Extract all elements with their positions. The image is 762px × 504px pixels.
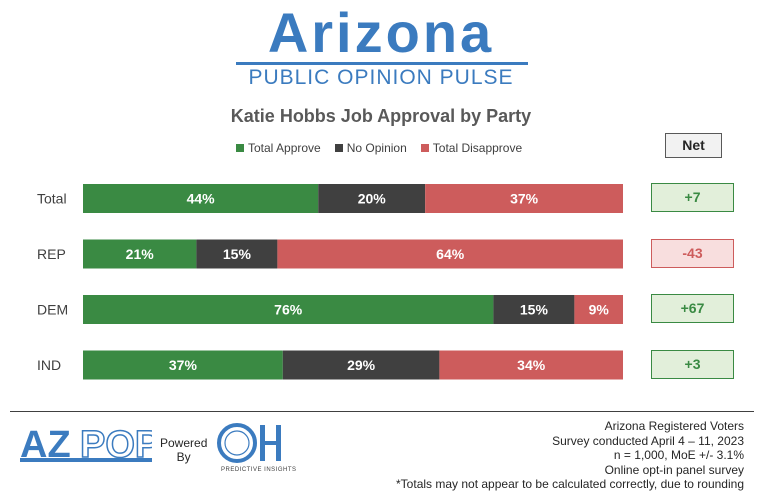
- footer-note-3: n = 1,000, MoE +/- 3.1%: [613, 448, 744, 462]
- chart-title: Katie Hobbs Job Approval by Party: [230, 106, 532, 126]
- data-label: 20%: [358, 191, 387, 207]
- data-label: 64%: [436, 246, 465, 262]
- legend-label-approve: Total Approve: [248, 141, 321, 155]
- data-label: 76%: [274, 302, 303, 318]
- legend-item-disapprove: Total Disapprove: [420, 141, 523, 155]
- legend-swatch-disapprove: [420, 144, 429, 152]
- stacked-bar-chart: Total 44% 20% 37% REP 21% 15% 64% DEM 76% 15% 9% IND…: [37, 184, 623, 380]
- footer-note-5: *Totals may not appear to be calculated …: [396, 477, 744, 491]
- legend-swatch-no-opinion: [334, 144, 343, 152]
- net-value: -43: [651, 238, 734, 268]
- bar-segment: [83, 295, 494, 324]
- data-label: 34%: [517, 357, 546, 373]
- legend-label-disapprove: Total Disapprove: [432, 141, 523, 155]
- data-label: 15%: [223, 246, 252, 262]
- data-label: 29%: [347, 357, 376, 373]
- logo-subtitle: PUBLIC OPINION PULSE: [248, 66, 514, 89]
- net-value: +7: [651, 183, 734, 212]
- data-label: 21%: [126, 246, 155, 262]
- net-header: Net: [665, 133, 722, 158]
- footer-notes: Arizona Registered Voters Survey conduct…: [396, 419, 744, 492]
- bar-segment: [196, 239, 278, 269]
- svg-text:POP: POP: [80, 424, 152, 466]
- category-label: DEM: [37, 302, 68, 318]
- net-value: +3: [651, 349, 734, 379]
- powered-line-2: By: [176, 450, 191, 464]
- chart-legend: Total Approve No Opinion Total Disapprov…: [236, 141, 522, 155]
- data-label: 44%: [187, 191, 216, 207]
- data-label: 15%: [520, 302, 549, 318]
- bar-segment: [282, 350, 440, 380]
- bar-segment: [574, 295, 623, 324]
- bar-segment: [277, 239, 623, 269]
- net-value: +67: [651, 294, 734, 323]
- data-label: 9%: [589, 302, 610, 318]
- footer-divider: [10, 411, 754, 412]
- azpop-logo: AZ POP: [20, 424, 152, 466]
- powered-line-1: Powered: [160, 436, 208, 450]
- data-label: 37%: [510, 191, 539, 207]
- oh-logo: [217, 423, 281, 463]
- bar-segment: [83, 239, 197, 269]
- logo-title: Arizona: [267, 1, 495, 64]
- footer-note-2: Survey conducted April 4 – 11, 2023: [552, 433, 744, 448]
- oh-caption: PREDICTIVE INSIGHTS: [221, 467, 297, 473]
- legend-item-approve: Total Approve: [236, 141, 321, 155]
- legend-item-no-opinion: No Opinion: [334, 141, 407, 155]
- footer-note-1: Arizona Registered Voters: [604, 419, 744, 433]
- bar-segment: [493, 295, 575, 324]
- bar-segment: [318, 184, 426, 213]
- powered-by: Powered By: [160, 436, 207, 464]
- footer-note-4: Online opt-in panel survey: [604, 462, 744, 477]
- legend-label-no-opinion: No Opinion: [346, 141, 407, 155]
- bar-segment: [83, 350, 283, 380]
- bar-segment: [83, 184, 319, 213]
- bar-segment: [439, 350, 623, 380]
- data-label: 37%: [169, 357, 198, 373]
- bar-segment: [425, 184, 623, 213]
- logo-divider: [236, 62, 528, 65]
- category-label: IND: [37, 357, 61, 373]
- svg-text:AZ: AZ: [20, 424, 71, 466]
- category-label: REP: [37, 246, 66, 262]
- category-label: Total: [37, 191, 67, 207]
- legend-swatch-approve: [236, 144, 244, 152]
